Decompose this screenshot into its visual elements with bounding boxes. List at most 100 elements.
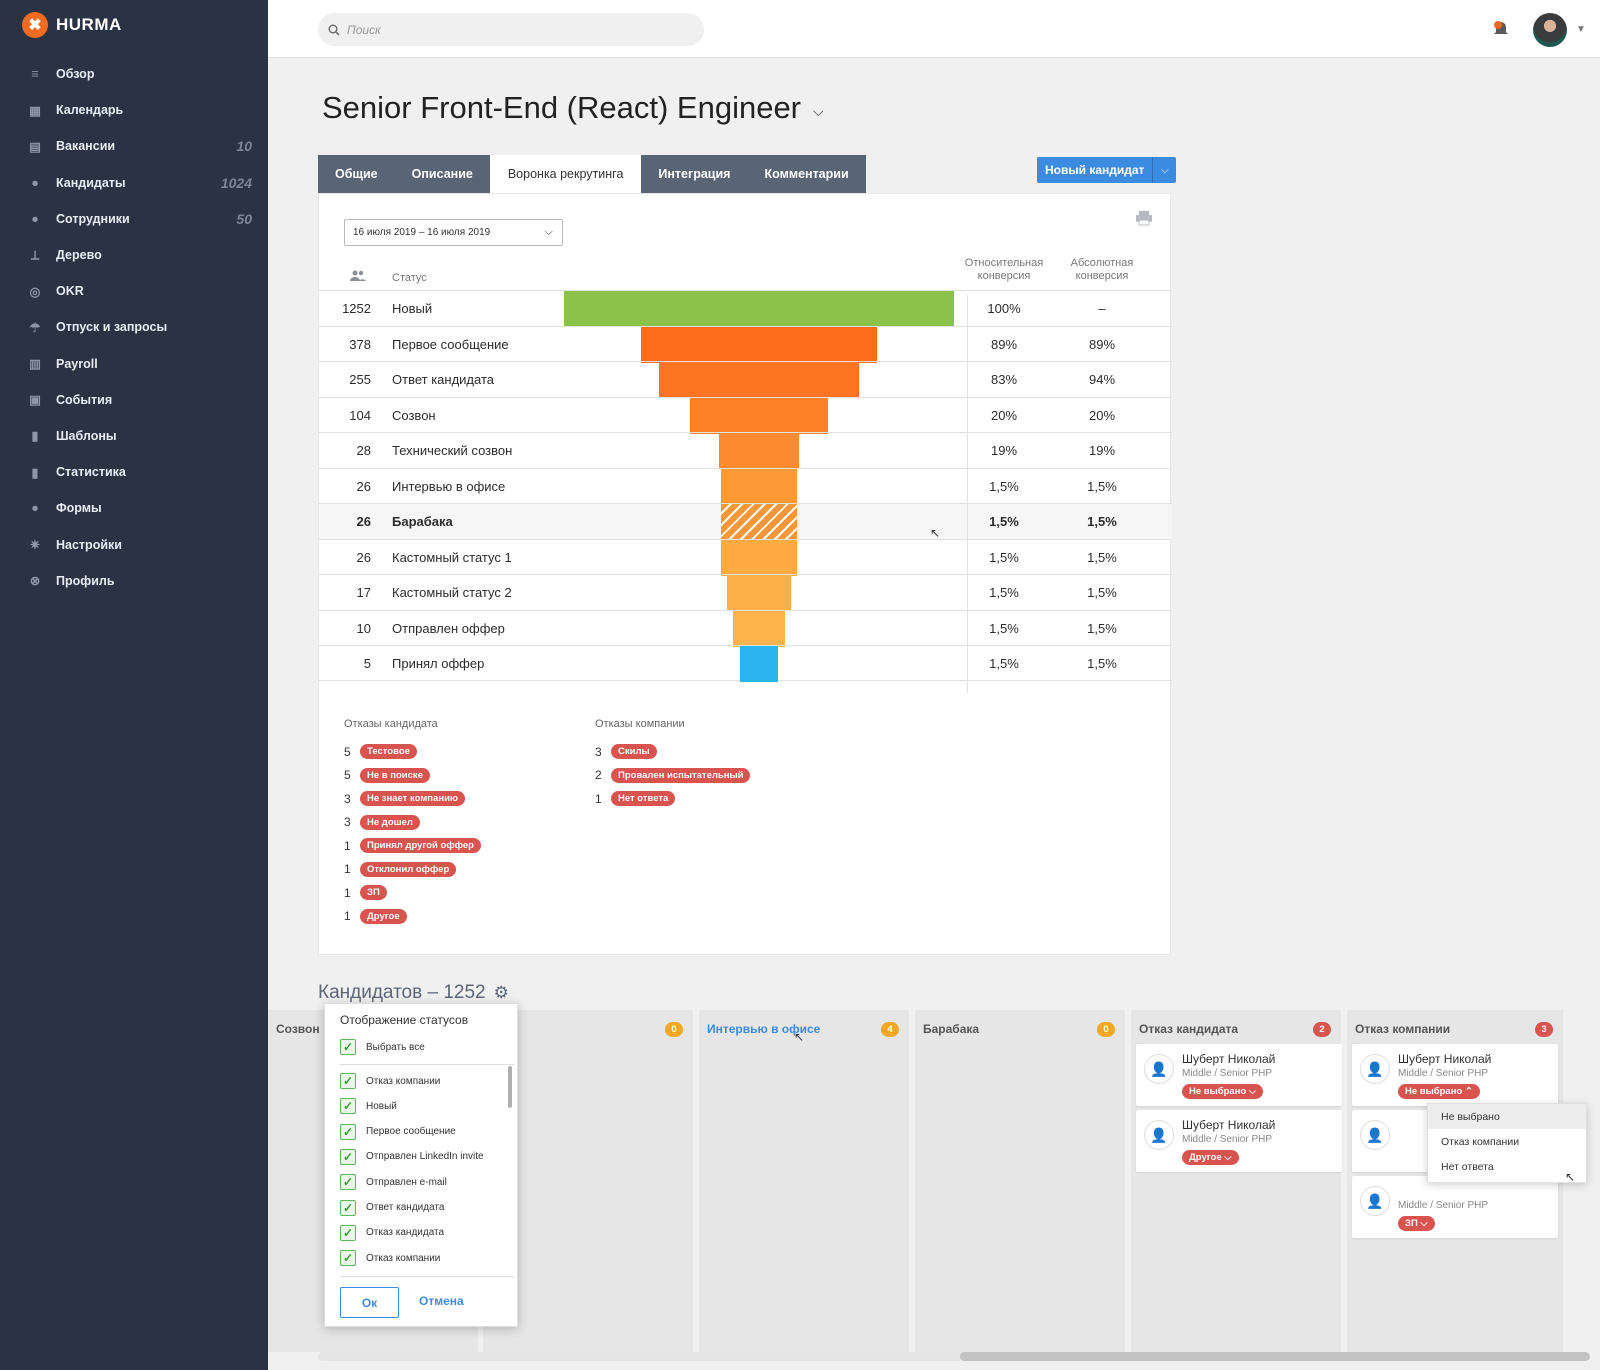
header-relative-conversion: Относительная конверсия bbox=[964, 257, 1044, 282]
table-row[interactable]: 104 Созвон 20% 20% bbox=[319, 396, 1172, 434]
new-candidate-button[interactable]: Новый кандидат ⌵ bbox=[1037, 157, 1177, 183]
tab-2[interactable]: Воронка рекрутинга bbox=[489, 155, 642, 193]
sidebar-item-label: Дерево bbox=[56, 248, 102, 263]
notification-icon[interactable] bbox=[1490, 18, 1512, 40]
sidebar-item-okr[interactable]: ◎ OKR bbox=[0, 273, 268, 309]
status-checkbox[interactable]: ✓ Отказ компании bbox=[340, 1250, 440, 1267]
funnel-bar bbox=[726, 575, 792, 611]
candidate-card[interactable]: 👤 Middle / Senior PHP ЗП ⌵ bbox=[1352, 1176, 1558, 1238]
sidebar-item-employees[interactable]: ● Сотрудники 50 bbox=[0, 201, 268, 237]
logo[interactable]: ✖ HURMA bbox=[22, 12, 122, 38]
rejection-tag[interactable]: Не дошел bbox=[360, 814, 420, 830]
column-title[interactable]: Интервью в офисе bbox=[707, 1022, 821, 1036]
funnel-card: 16 июля 2019 – 16 июля 2019 ⌵ Статус Отн… bbox=[318, 193, 1172, 955]
rejection-tag[interactable]: Принял другой оффер bbox=[360, 838, 481, 854]
sidebar-item-candidates[interactable]: ● Кандидаты 1024 bbox=[0, 165, 268, 201]
table-row[interactable]: 17 Кастомный статус 2 1,5% 1,5% bbox=[319, 574, 1172, 611]
table-row[interactable]: 255 Ответ кандидата 83% 94% bbox=[319, 361, 1172, 398]
cancel-button[interactable]: Отмена bbox=[419, 1294, 464, 1308]
logo-icon: ✖ bbox=[22, 12, 48, 38]
rejection-reason-select[interactable]: Другое ⌵ bbox=[1182, 1150, 1239, 1165]
dropdown-option[interactable]: Не выбрано bbox=[1428, 1104, 1586, 1129]
checkbox-icon: ✓ bbox=[340, 1123, 356, 1140]
table-row[interactable]: 28 Технический созвон 19% 19% bbox=[319, 432, 1172, 469]
sidebar-item-profile[interactable]: ⊗ Профиль bbox=[0, 563, 268, 599]
rejection-tag[interactable]: Провален испытательный bbox=[611, 767, 751, 783]
status-checkbox[interactable]: ✓ Ответ кандидата bbox=[340, 1199, 444, 1216]
column-title[interactable]: Барабака bbox=[923, 1022, 980, 1036]
horizontal-scrollbar[interactable] bbox=[318, 1352, 1590, 1361]
rejection-tag[interactable]: Нет ответа bbox=[611, 791, 676, 807]
rejection-tag[interactable]: Не знает компанию bbox=[360, 791, 466, 807]
column-title[interactable]: Отказ компании bbox=[1355, 1022, 1451, 1036]
candidate-card[interactable]: 👤 Шуберт Николай Middle / Senior PHP Не выб… bbox=[1136, 1044, 1342, 1106]
row-relative-conversion: 83% bbox=[990, 372, 1018, 387]
sidebar-item-vacancies[interactable]: ▤ Вакансии 10 bbox=[0, 128, 268, 164]
table-row[interactable]: 26 Барабака 1,5% 1,5% bbox=[319, 503, 1172, 540]
status-checkbox[interactable]: ✓ Отказ кандидата bbox=[340, 1224, 444, 1241]
select-all-checkbox[interactable]: ✓ Выбрать все bbox=[340, 1039, 425, 1055]
status-checkbox[interactable]: ✓ Новый bbox=[340, 1098, 397, 1115]
sidebar-item-overview[interactable]: ≡ Обзор bbox=[0, 56, 268, 92]
gear-icon[interactable]: ⚙ bbox=[493, 983, 509, 1002]
status-checkbox[interactable]: ✓ Отказ компании bbox=[340, 1073, 440, 1089]
table-row[interactable]: 26 Интервью в офисе 1,5% 1,5% bbox=[319, 467, 1172, 505]
table-row[interactable]: 1252 Новый 100% – bbox=[319, 290, 1172, 327]
sidebar-item-tree[interactable]: ⟂ Дерево bbox=[0, 237, 268, 273]
chevron-down-icon[interactable]: ⌵ bbox=[813, 102, 824, 119]
tab-4[interactable]: Комментарии bbox=[764, 167, 849, 181]
row-status: Технический созвон bbox=[392, 443, 513, 458]
sidebar-item-templates[interactable]: ▮ Шаблоны bbox=[0, 418, 268, 454]
tab-3[interactable]: Интеграция bbox=[658, 167, 731, 181]
table-row[interactable]: 5 Принял оффер 1,5% 1,5% bbox=[319, 645, 1172, 682]
tab-0[interactable]: Общие bbox=[335, 167, 378, 181]
page-title-wrap[interactable]: Senior Front-End (React) Engineer ⌵ bbox=[322, 90, 824, 126]
status-checkbox[interactable]: ✓ Отправлен LinkedIn invite bbox=[340, 1148, 484, 1165]
status-checkbox[interactable]: ✓ Первое сообщение bbox=[340, 1123, 456, 1140]
chevron-down-icon[interactable]: ▼ bbox=[1576, 24, 1586, 35]
sidebar-item-calendar[interactable]: ▦ Календарь bbox=[0, 92, 268, 128]
sidebar-item-events[interactable]: ▣ События bbox=[0, 382, 268, 418]
row-count: 17 bbox=[356, 585, 371, 600]
dropdown-option[interactable]: Отказ компании bbox=[1441, 1135, 1520, 1148]
row-absolute-conversion: 1,5% bbox=[1087, 549, 1117, 565]
avatar[interactable] bbox=[1533, 13, 1567, 47]
sidebar-item-payroll[interactable]: ▥ Payroll bbox=[0, 346, 268, 382]
column-title[interactable]: Созвон bbox=[276, 1022, 320, 1036]
rejection-tag[interactable]: Скилы bbox=[611, 744, 657, 760]
date-range-select[interactable]: 16 июля 2019 – 16 июля 2019 ⌵ bbox=[344, 219, 563, 246]
rejection-tag[interactable]: Не в поиске bbox=[360, 767, 430, 783]
tab-1[interactable]: Описание bbox=[411, 167, 473, 181]
candidate-rejections-title: Отказы кандидата bbox=[344, 718, 438, 730]
chevron-down-icon[interactable]: ⌵ bbox=[1152, 157, 1176, 183]
ok-button[interactable]: Ок bbox=[340, 1287, 399, 1318]
rejection-tag[interactable]: ЗП bbox=[360, 885, 387, 901]
rejection-tag[interactable]: Тестовое bbox=[360, 744, 417, 760]
scrollbar[interactable] bbox=[508, 1066, 512, 1108]
column-title[interactable]: Отказ кандидата bbox=[1139, 1022, 1239, 1036]
scrollbar-thumb[interactable] bbox=[960, 1352, 1590, 1361]
sidebar-item-vacation[interactable]: ☂ Отпуск и запросы bbox=[0, 309, 268, 345]
print-icon[interactable] bbox=[1135, 210, 1153, 226]
funnel-bar bbox=[720, 468, 798, 505]
rejection-row: 1 Отклонил оффер bbox=[344, 858, 481, 882]
sidebar-item-statistics[interactable]: ▮ Статистика bbox=[0, 454, 268, 490]
table-row[interactable]: 26 Кастомный статус 1 1,5% 1,5% bbox=[319, 538, 1172, 576]
sidebar-item-settings[interactable]: ✷ Настройки bbox=[0, 526, 268, 562]
table-row[interactable]: 10 Отправлен оффер 1,5% 1,5% bbox=[319, 609, 1172, 647]
sidebar-item-label: События bbox=[56, 392, 113, 407]
rejection-reason-select[interactable]: Не выбрано ⌵ bbox=[1182, 1084, 1264, 1099]
sidebar-item-forms[interactable]: ● Формы bbox=[0, 490, 268, 526]
candidate-card[interactable]: 👤 Шуберт Николай Middle / Senior PHP Другое… bbox=[1136, 1110, 1342, 1172]
table-row[interactable]: 378 Первое сообщение 89% 89% bbox=[319, 325, 1172, 363]
candidate-card[interactable]: 👤 Шуберт Николай Middle / Senior PHP Не выб… bbox=[1352, 1044, 1558, 1106]
status-checkbox[interactable]: ✓ Отправлен e-mail bbox=[340, 1174, 447, 1191]
rejection-tag[interactable]: Отклонил оффер bbox=[360, 861, 457, 877]
select-all-label: Выбрать все bbox=[366, 1041, 425, 1053]
rejection-tag[interactable]: Другое bbox=[360, 908, 407, 924]
rejection-reason-select[interactable]: Не выбрано ⌃ bbox=[1398, 1084, 1480, 1099]
rejection-reason-select[interactable]: ЗП ⌵ bbox=[1398, 1216, 1435, 1231]
dropdown-option[interactable]: Нет ответа bbox=[1441, 1160, 1494, 1173]
search-input[interactable]: Поиск bbox=[318, 13, 704, 46]
